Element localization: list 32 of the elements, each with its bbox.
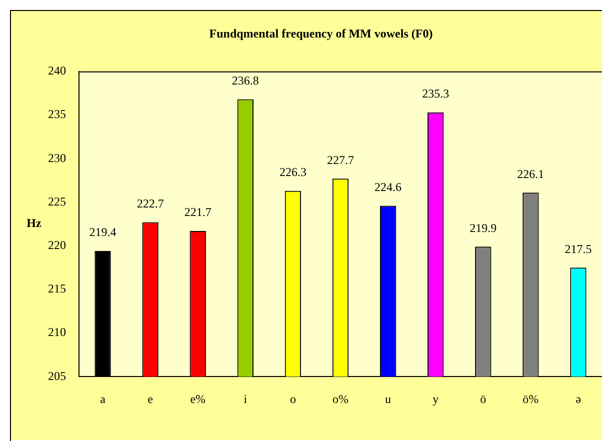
y-tick-label: 230 — [48, 150, 66, 165]
y-tick-label: 235 — [48, 107, 66, 122]
y-tick-label: 210 — [48, 325, 66, 340]
x-tick-label: i — [244, 392, 248, 406]
data-label: 221.7 — [184, 205, 212, 220]
y-tick-label: 215 — [48, 282, 66, 296]
data-label: 236.8 — [232, 73, 259, 88]
x-tick-label: a — [100, 392, 106, 406]
chart-title: Fundqmental frequency of MM vowels (F0) — [209, 26, 433, 40]
x-tick-label: e% — [190, 392, 206, 406]
data-label: 235.3 — [422, 86, 450, 101]
y-axis-title: Hz — [26, 216, 42, 230]
x-tick-label: ö% — [522, 392, 539, 406]
x-tick-label: ə — [576, 392, 581, 406]
data-label: 226.1 — [517, 166, 544, 181]
x-tick-label: u — [385, 392, 392, 406]
data-label: 226.3 — [279, 165, 306, 180]
data-label: 219.4 — [89, 225, 116, 240]
data-label: 227.7 — [327, 152, 354, 167]
x-tick-label: e — [148, 392, 153, 406]
data-label: 219.9 — [470, 220, 497, 235]
x-tick-label: y — [432, 392, 439, 406]
x-tick-label: o% — [332, 392, 348, 406]
x-tick-label: o — [290, 392, 296, 406]
data-label: 222.7 — [136, 196, 164, 210]
data-label: 217.5 — [564, 242, 592, 256]
y-tick-label: 225 — [48, 194, 66, 208]
y-tick-label: 220 — [48, 238, 66, 252]
x-tick-label: ö — [480, 392, 486, 406]
y-tick-label: 240 — [48, 64, 66, 78]
y-tick-label: 205 — [48, 368, 66, 383]
data-label: 224.6 — [374, 180, 402, 194]
